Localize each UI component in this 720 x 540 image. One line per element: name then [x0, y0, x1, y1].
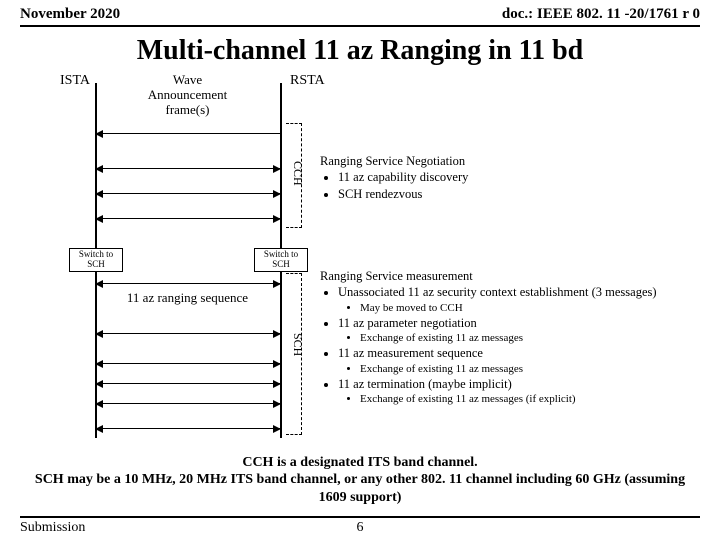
msg-arrow	[96, 168, 280, 169]
msg-arrow	[96, 383, 280, 384]
msg-arrow	[96, 333, 280, 334]
page-title: Multi-channel 11 az Ranging in 11 bd	[0, 35, 720, 67]
header-doc: doc.: IEEE 802. 11 -20/1761 r 0	[502, 6, 700, 23]
msg-arrow	[96, 193, 280, 194]
header-date: November 2020	[20, 6, 120, 23]
note-title: Ranging Service Negotiation	[320, 153, 700, 169]
msg-arrow	[96, 133, 280, 134]
wave-announcement-label: Wave Announcement frame(s)	[110, 73, 265, 118]
cch-label: CCH	[290, 161, 305, 186]
sch-label: SCH	[290, 333, 305, 356]
note-subbullet: Exchange of existing 11 az messages	[360, 331, 715, 345]
measurement-note: Ranging Service measurement Unassociated…	[320, 268, 715, 406]
note-bullet: 11 az termination (maybe implicit) Excha…	[338, 376, 715, 407]
footer-rule	[20, 516, 700, 518]
note-bullet: 11 az parameter negotiation Exchange of …	[338, 315, 715, 346]
note-subbullet: May be moved to CCH	[360, 301, 715, 315]
note-bullet: 11 az measurement sequence Exchange of e…	[338, 345, 715, 376]
actor-rsta-label: RSTA	[290, 73, 325, 89]
note-subbullet: Exchange of existing 11 az messages (if …	[360, 392, 715, 406]
page-number: 6	[357, 520, 364, 536]
note-bullet: Unassociated 11 az security context esta…	[338, 284, 715, 315]
msg-arrow	[96, 428, 280, 429]
note-bullet: 11 az capability discovery	[338, 169, 700, 185]
header-rule	[20, 25, 700, 27]
caption: CCH is a designated ITS band channel. SC…	[30, 454, 690, 507]
msg-arrow	[96, 403, 280, 404]
switch-to-sch-rsta: Switch to SCH	[254, 248, 308, 272]
ranging-sequence-label: 11 az ranging sequence	[110, 291, 265, 306]
sequence-diagram: ISTA RSTA Wave Announcement frame(s) Swi…	[0, 73, 720, 453]
note-title: Ranging Service measurement	[320, 268, 715, 284]
msg-arrow	[96, 363, 280, 364]
footer-left: Submission	[20, 520, 85, 536]
note-bullet: SCH rendezvous	[338, 186, 700, 202]
actor-ista-label: ISTA	[60, 73, 90, 89]
switch-to-sch-ista: Switch to SCH	[69, 248, 123, 272]
msg-arrow	[96, 283, 280, 284]
footer: Submission 6	[0, 516, 720, 536]
note-subbullet: Exchange of existing 11 az messages	[360, 362, 715, 376]
msg-arrow	[96, 218, 280, 219]
negotiation-note: Ranging Service Negotiation 11 az capabi…	[320, 153, 700, 202]
